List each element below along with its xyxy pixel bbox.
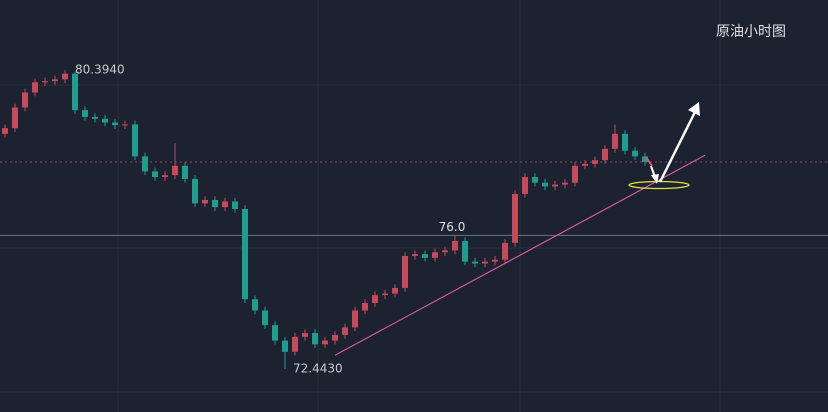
candle-body — [252, 299, 258, 311]
candle-body — [62, 73, 68, 80]
candle-body — [12, 107, 18, 129]
low-label: 72.4430 — [293, 362, 343, 376]
candle-body — [502, 242, 508, 260]
candle-body — [142, 156, 148, 172]
candle-body — [642, 156, 648, 163]
candle-body — [472, 261, 478, 264]
candle-body — [262, 310, 268, 326]
candle-body — [312, 333, 318, 345]
candle-body — [382, 293, 388, 296]
candle-body — [482, 261, 488, 264]
candle-body — [302, 333, 308, 337]
candle-body — [292, 336, 298, 352]
candle-body — [162, 175, 168, 178]
candle-body — [112, 122, 118, 126]
candle-body — [352, 310, 358, 328]
candle-body — [92, 116, 98, 119]
candle-body — [592, 160, 598, 164]
candle-body — [52, 79, 58, 82]
candle-body — [622, 133, 628, 151]
candle-body — [462, 240, 468, 262]
candle-body — [322, 340, 328, 345]
candle-body — [522, 177, 528, 194]
candle-body — [422, 254, 428, 258]
candle-body — [342, 327, 348, 335]
candle-body — [182, 165, 188, 179]
candle-body — [202, 199, 208, 204]
candle-body — [272, 325, 278, 341]
arrow — [645, 156, 653, 167]
candle-body — [632, 150, 638, 157]
candle-body — [372, 295, 378, 303]
candle-body — [282, 340, 288, 352]
candle-body — [362, 302, 368, 311]
candle-body — [192, 178, 198, 204]
arrow-head — [651, 174, 659, 184]
line-label: 76.0 — [439, 220, 466, 234]
candle-body — [402, 255, 408, 288]
candle-body — [492, 259, 498, 262]
candle-body — [82, 110, 88, 117]
candle-body — [562, 182, 568, 185]
candle-body — [22, 92, 28, 108]
candle-body — [172, 165, 178, 176]
candle-body — [72, 73, 78, 111]
candle-body — [212, 199, 218, 208]
candle-body — [242, 209, 248, 300]
candle-body — [512, 193, 518, 243]
candle-body — [542, 182, 548, 187]
candle-body — [532, 177, 538, 183]
candle-body — [132, 124, 138, 157]
candle-body — [602, 148, 608, 161]
candle-body — [392, 287, 398, 294]
candle-body — [552, 184, 558, 187]
candle-body — [452, 240, 458, 251]
candle-body — [572, 165, 578, 183]
candle-body — [2, 128, 8, 134]
highlight-ellipse — [628, 180, 690, 190]
candle-body — [442, 250, 448, 253]
candle-body — [222, 201, 228, 208]
arrow-head — [688, 102, 700, 116]
candle-body — [102, 118, 108, 123]
candle-body — [32, 82, 38, 93]
candle-body — [432, 252, 438, 258]
candle-body — [332, 334, 338, 341]
chart-title: 原油小时图 — [716, 24, 786, 40]
candle-body — [152, 171, 158, 178]
candle-body — [122, 124, 128, 126]
high-label: 80.3940 — [75, 63, 125, 77]
candle-body — [42, 81, 48, 83]
candle-body — [412, 254, 418, 256]
arrow — [658, 111, 697, 183]
candle-body — [232, 201, 238, 210]
candle-body — [612, 133, 618, 149]
candle-body — [582, 163, 588, 166]
